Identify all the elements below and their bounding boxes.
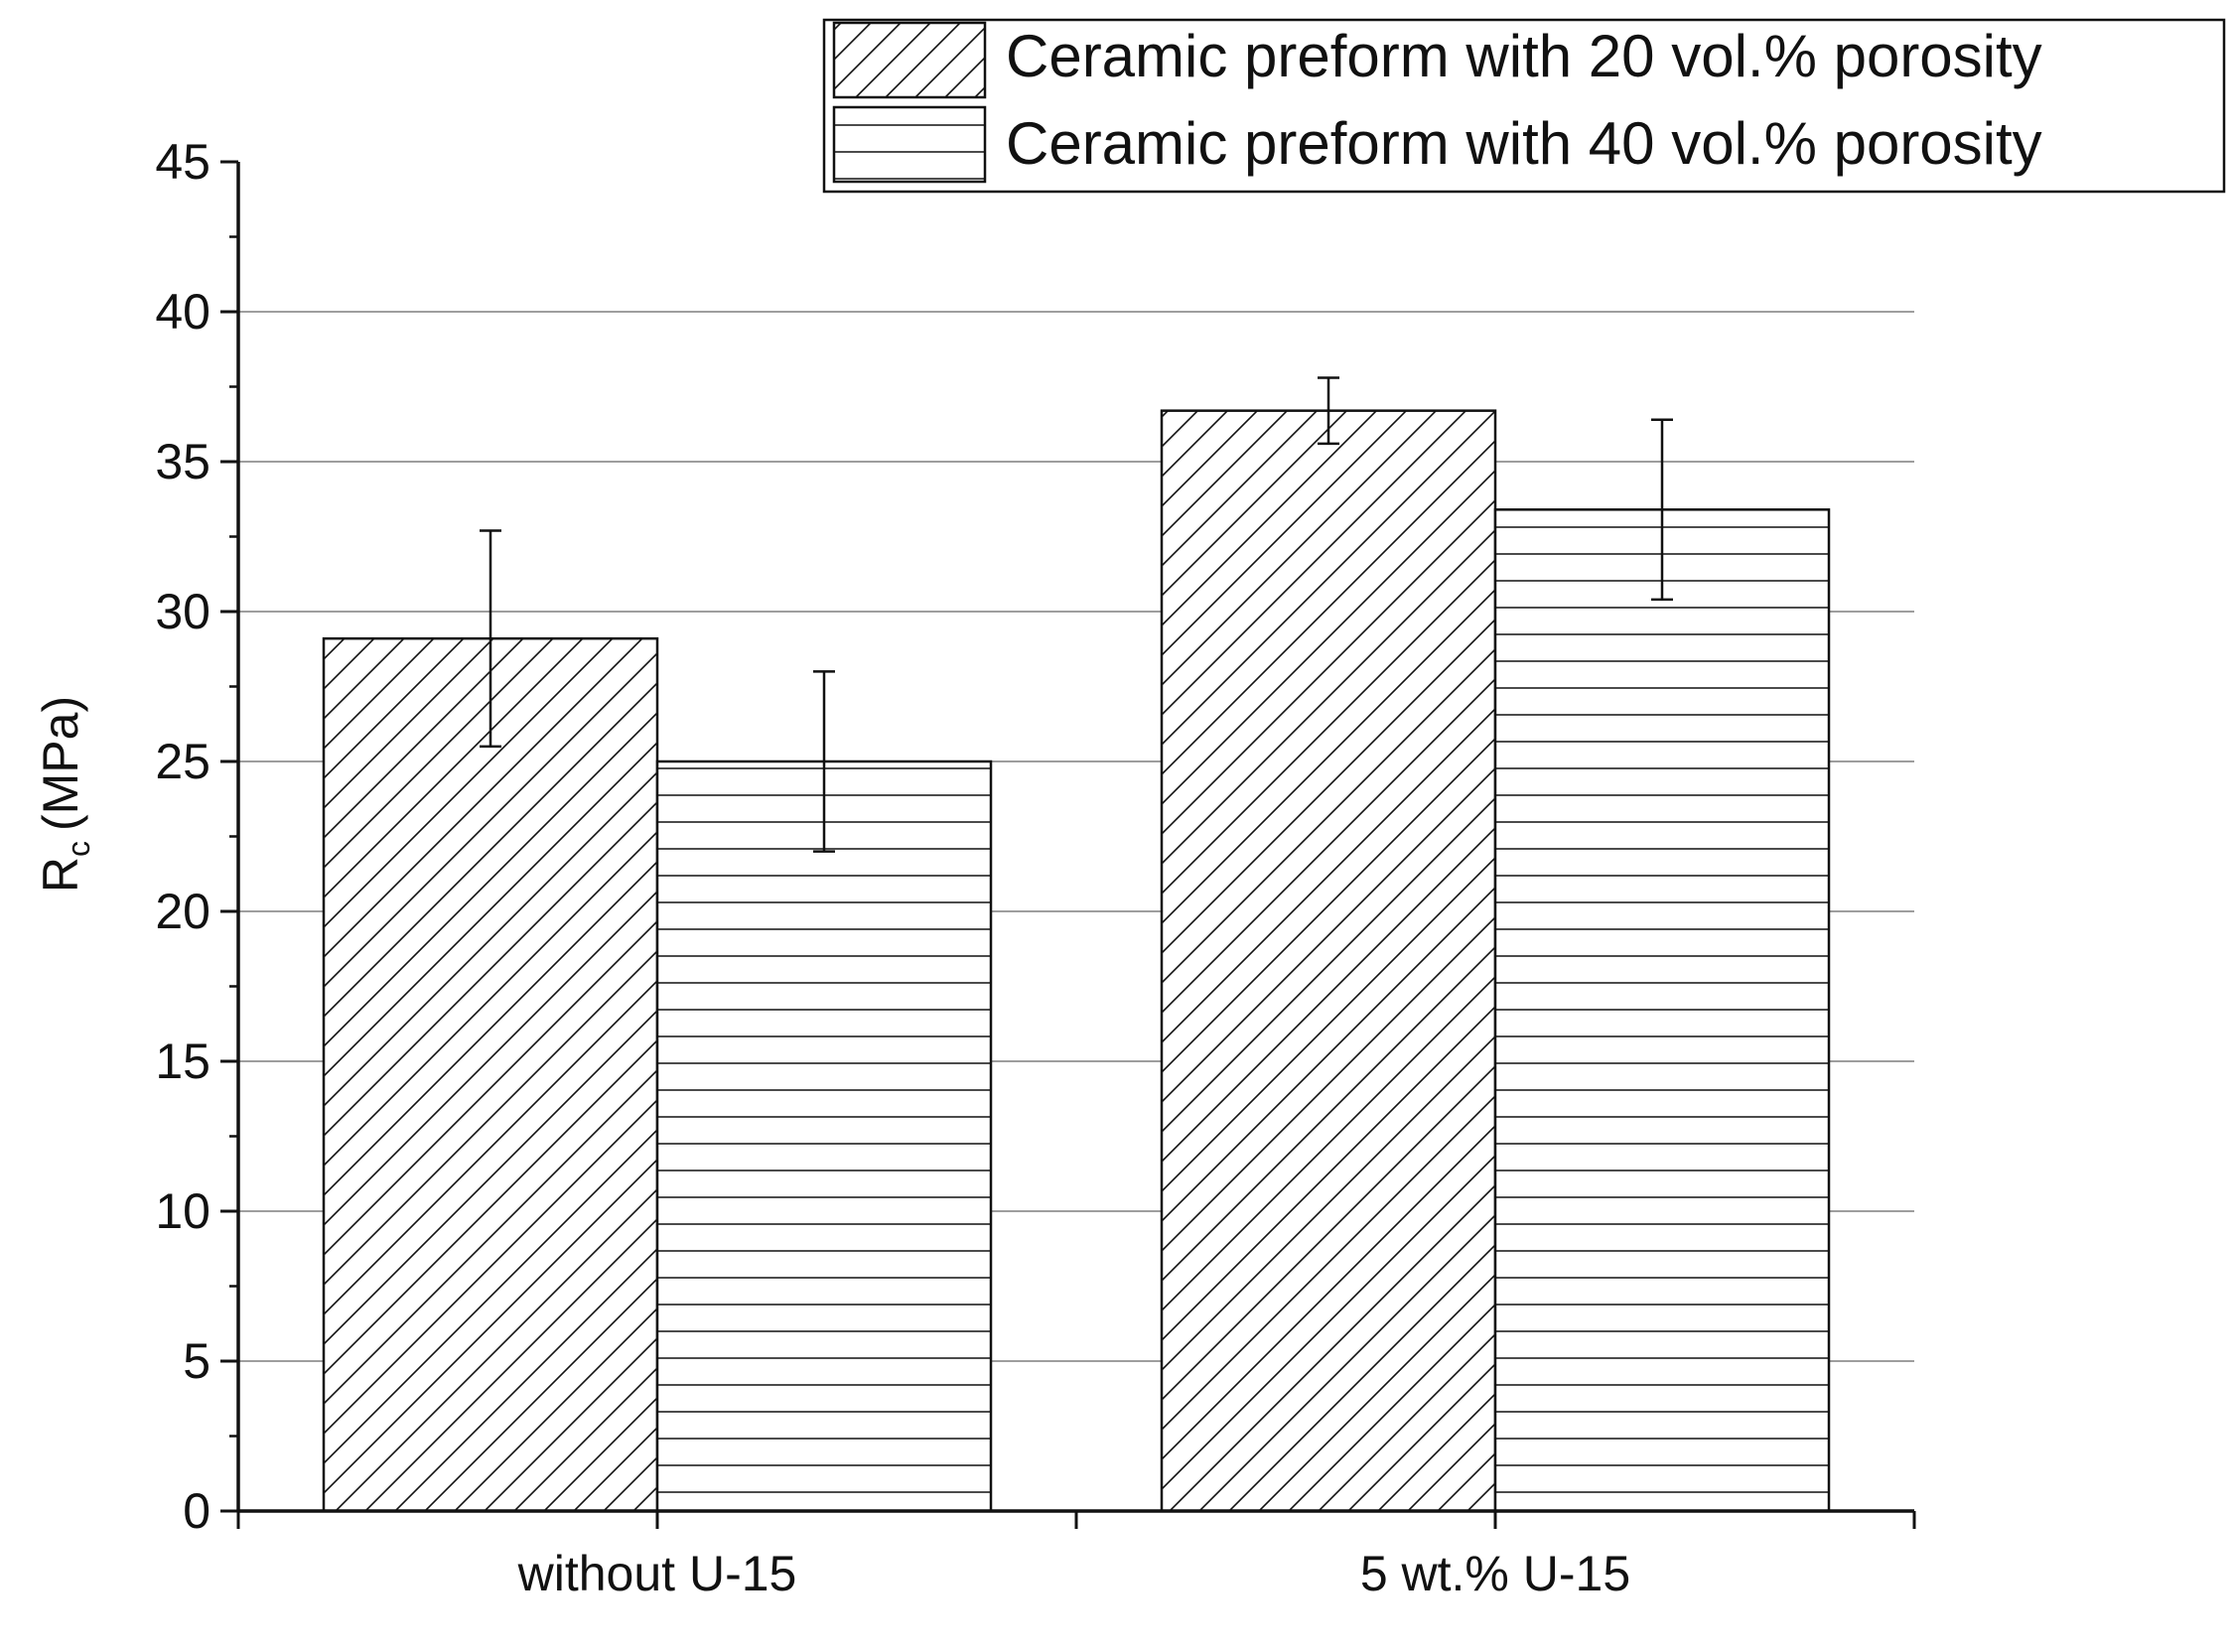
x-tick-label-2: 5 wt.% U-15 — [1360, 1546, 1630, 1601]
x-tick-label-1: without U-15 — [517, 1546, 797, 1601]
legend-label-series-1: Ceramic preform with 20 vol.% porosity — [1006, 23, 2042, 89]
error-bars — [480, 376, 1673, 853]
legend-frame — [822, 18, 2226, 194]
y-tick-label-5: 5 — [183, 1333, 210, 1389]
axes: without U-15 5 wt.% U-15 0 5 10 15 20 25 30 35 40 4… — [155, 134, 1916, 1601]
y-tick-label-25: 25 — [155, 734, 210, 789]
y-axis-label-subscript: c — [61, 841, 96, 857]
legend-swatch-series-2 — [832, 105, 987, 184]
y-axis-label-unit: (MPa) — [33, 696, 88, 831]
bar-series1-cat1 — [322, 636, 659, 1513]
y-tick-label-20: 20 — [155, 884, 210, 939]
bar-series2-cat2 — [1493, 508, 1831, 1513]
y-tick-label-10: 10 — [155, 1183, 210, 1239]
y-tick-label-0: 0 — [183, 1483, 210, 1539]
y-tick-label-35: 35 — [155, 434, 210, 489]
y-tick-label-30: 30 — [155, 584, 210, 639]
y-tick-label-15: 15 — [155, 1033, 210, 1089]
legend-swatch-series-1 — [832, 21, 987, 99]
y-axis-label-main: R — [33, 857, 88, 893]
bar-series1-cat2 — [1160, 409, 1497, 1513]
bar-series2-cat1 — [655, 759, 993, 1513]
y-tick-label-45: 45 — [155, 134, 210, 190]
legend: Ceramic preform with 20 vol.% porosity C… — [822, 18, 2226, 194]
legend-label-series-2: Ceramic preform with 40 vol.% porosity — [1006, 110, 2042, 177]
y-tick-label-40: 40 — [155, 284, 210, 340]
bars — [322, 409, 1831, 1513]
y-axis-label: Rc (MPa) — [33, 696, 96, 893]
